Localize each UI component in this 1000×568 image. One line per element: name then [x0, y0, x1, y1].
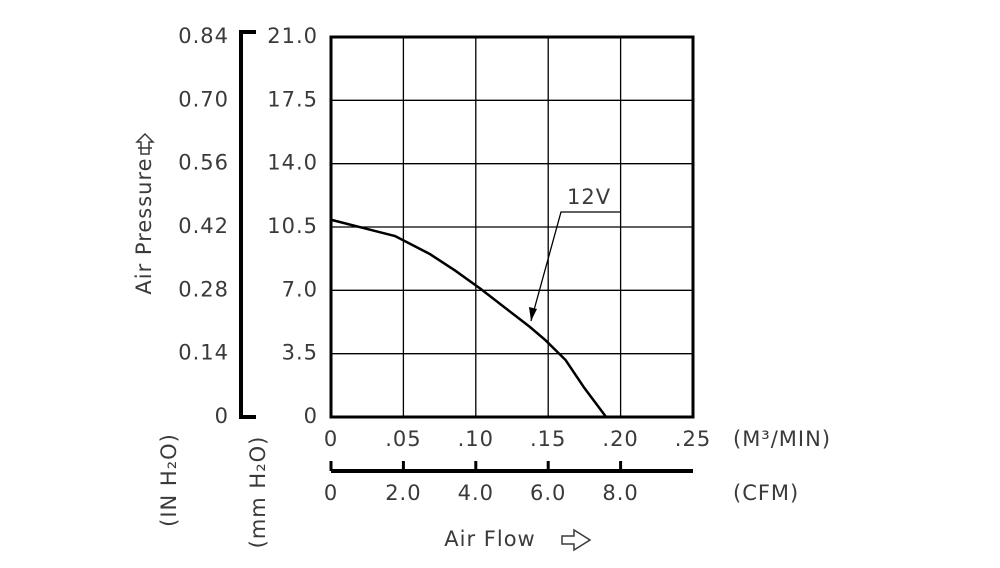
up-arrow [135, 132, 155, 155]
leader-line [530, 211, 620, 322]
x-tick-label: .10 [458, 427, 494, 451]
y-tick-label: 10.5 [267, 214, 318, 238]
x-tick-label: .15 [530, 427, 566, 451]
x-unit: (M³/MIN) [733, 427, 831, 451]
x2-tick-label: 2.0 [385, 481, 421, 505]
x2-tick-label: 8.0 [602, 481, 638, 505]
y-axis-bracket [239, 30, 256, 419]
y2-tick-label: 0.70 [178, 87, 229, 111]
y-tick-label: 14.0 [267, 151, 318, 175]
x-tick-label: 0 [324, 427, 338, 451]
leader-arrow [529, 307, 537, 321]
plot-frame [329, 35, 695, 419]
x-tick-label: .25 [675, 427, 711, 451]
y-tick-label: 7.0 [282, 277, 318, 301]
y-unit: (mm H₂O) [246, 436, 270, 549]
y-tick-label: 0 [304, 404, 318, 428]
y-tick-label: 3.5 [282, 341, 318, 365]
x2-tick-label: 4.0 [458, 481, 494, 505]
x2-unit: (CFM) [733, 481, 799, 505]
y2-tick-label: 0.14 [178, 341, 229, 365]
x-tick-label: .05 [385, 427, 421, 451]
y-tick-label: 21.0 [267, 24, 318, 48]
y2-tick-label: 0.56 [178, 151, 229, 175]
right-arrow [561, 528, 592, 552]
x-tick-label: .20 [602, 427, 638, 451]
curve [330, 218, 608, 418]
x-axis-label: Air Flow [444, 527, 535, 551]
y2-unit: (IN H₂O) [157, 433, 181, 527]
y2-tick-label: 0.28 [178, 277, 229, 301]
y2-tick-label: 0.42 [178, 214, 229, 238]
x2-tick-label: 0 [324, 481, 338, 505]
y-axis-label: Air Pressure [132, 157, 156, 294]
curve-label: 12V [567, 185, 611, 209]
y2-tick-label: 0.84 [178, 24, 229, 48]
y-tick-label: 17.5 [267, 87, 318, 111]
y2-tick-label: 0 [215, 404, 229, 428]
x2-tick-label: 6.0 [530, 481, 566, 505]
